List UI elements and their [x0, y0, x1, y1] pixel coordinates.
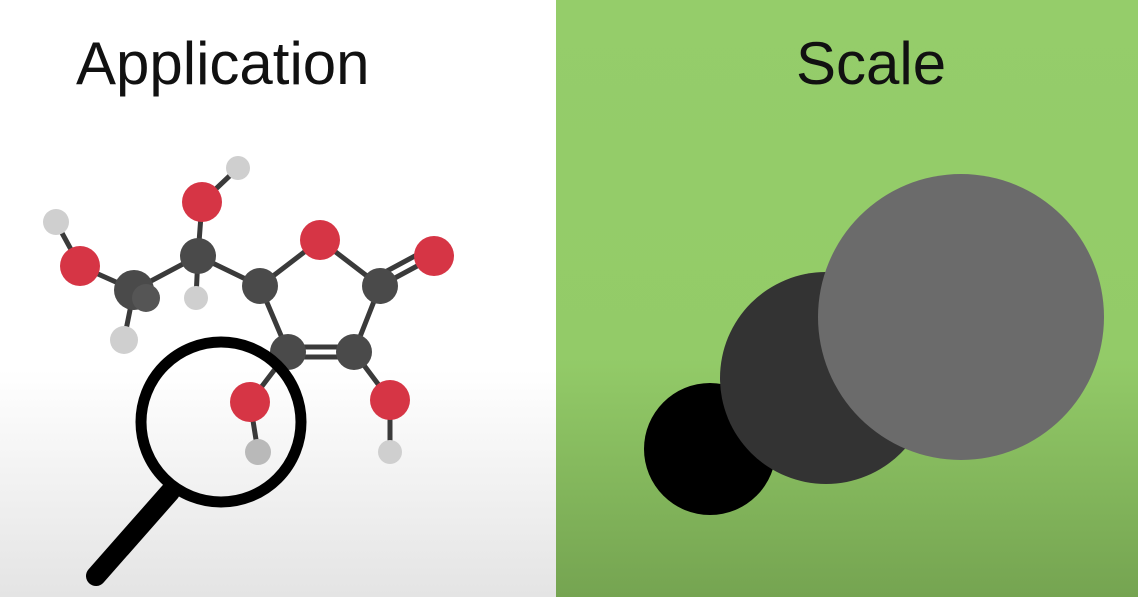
scale-panel: Scale: [556, 0, 1138, 597]
molecule-icon: [43, 156, 454, 586]
hydrogen-atoms: [43, 156, 402, 464]
large-circle: [818, 174, 1104, 460]
circles-of-increasing-size-icon: [644, 174, 1104, 515]
oxygen-atoms: [60, 182, 454, 422]
application-panel: Application: [0, 0, 556, 597]
hydrogen-atom-inside-lens: [245, 439, 271, 465]
magnifying-glass-icon: [86, 336, 307, 586]
scale-title: Scale: [796, 30, 947, 97]
application-title: Application: [76, 30, 370, 97]
